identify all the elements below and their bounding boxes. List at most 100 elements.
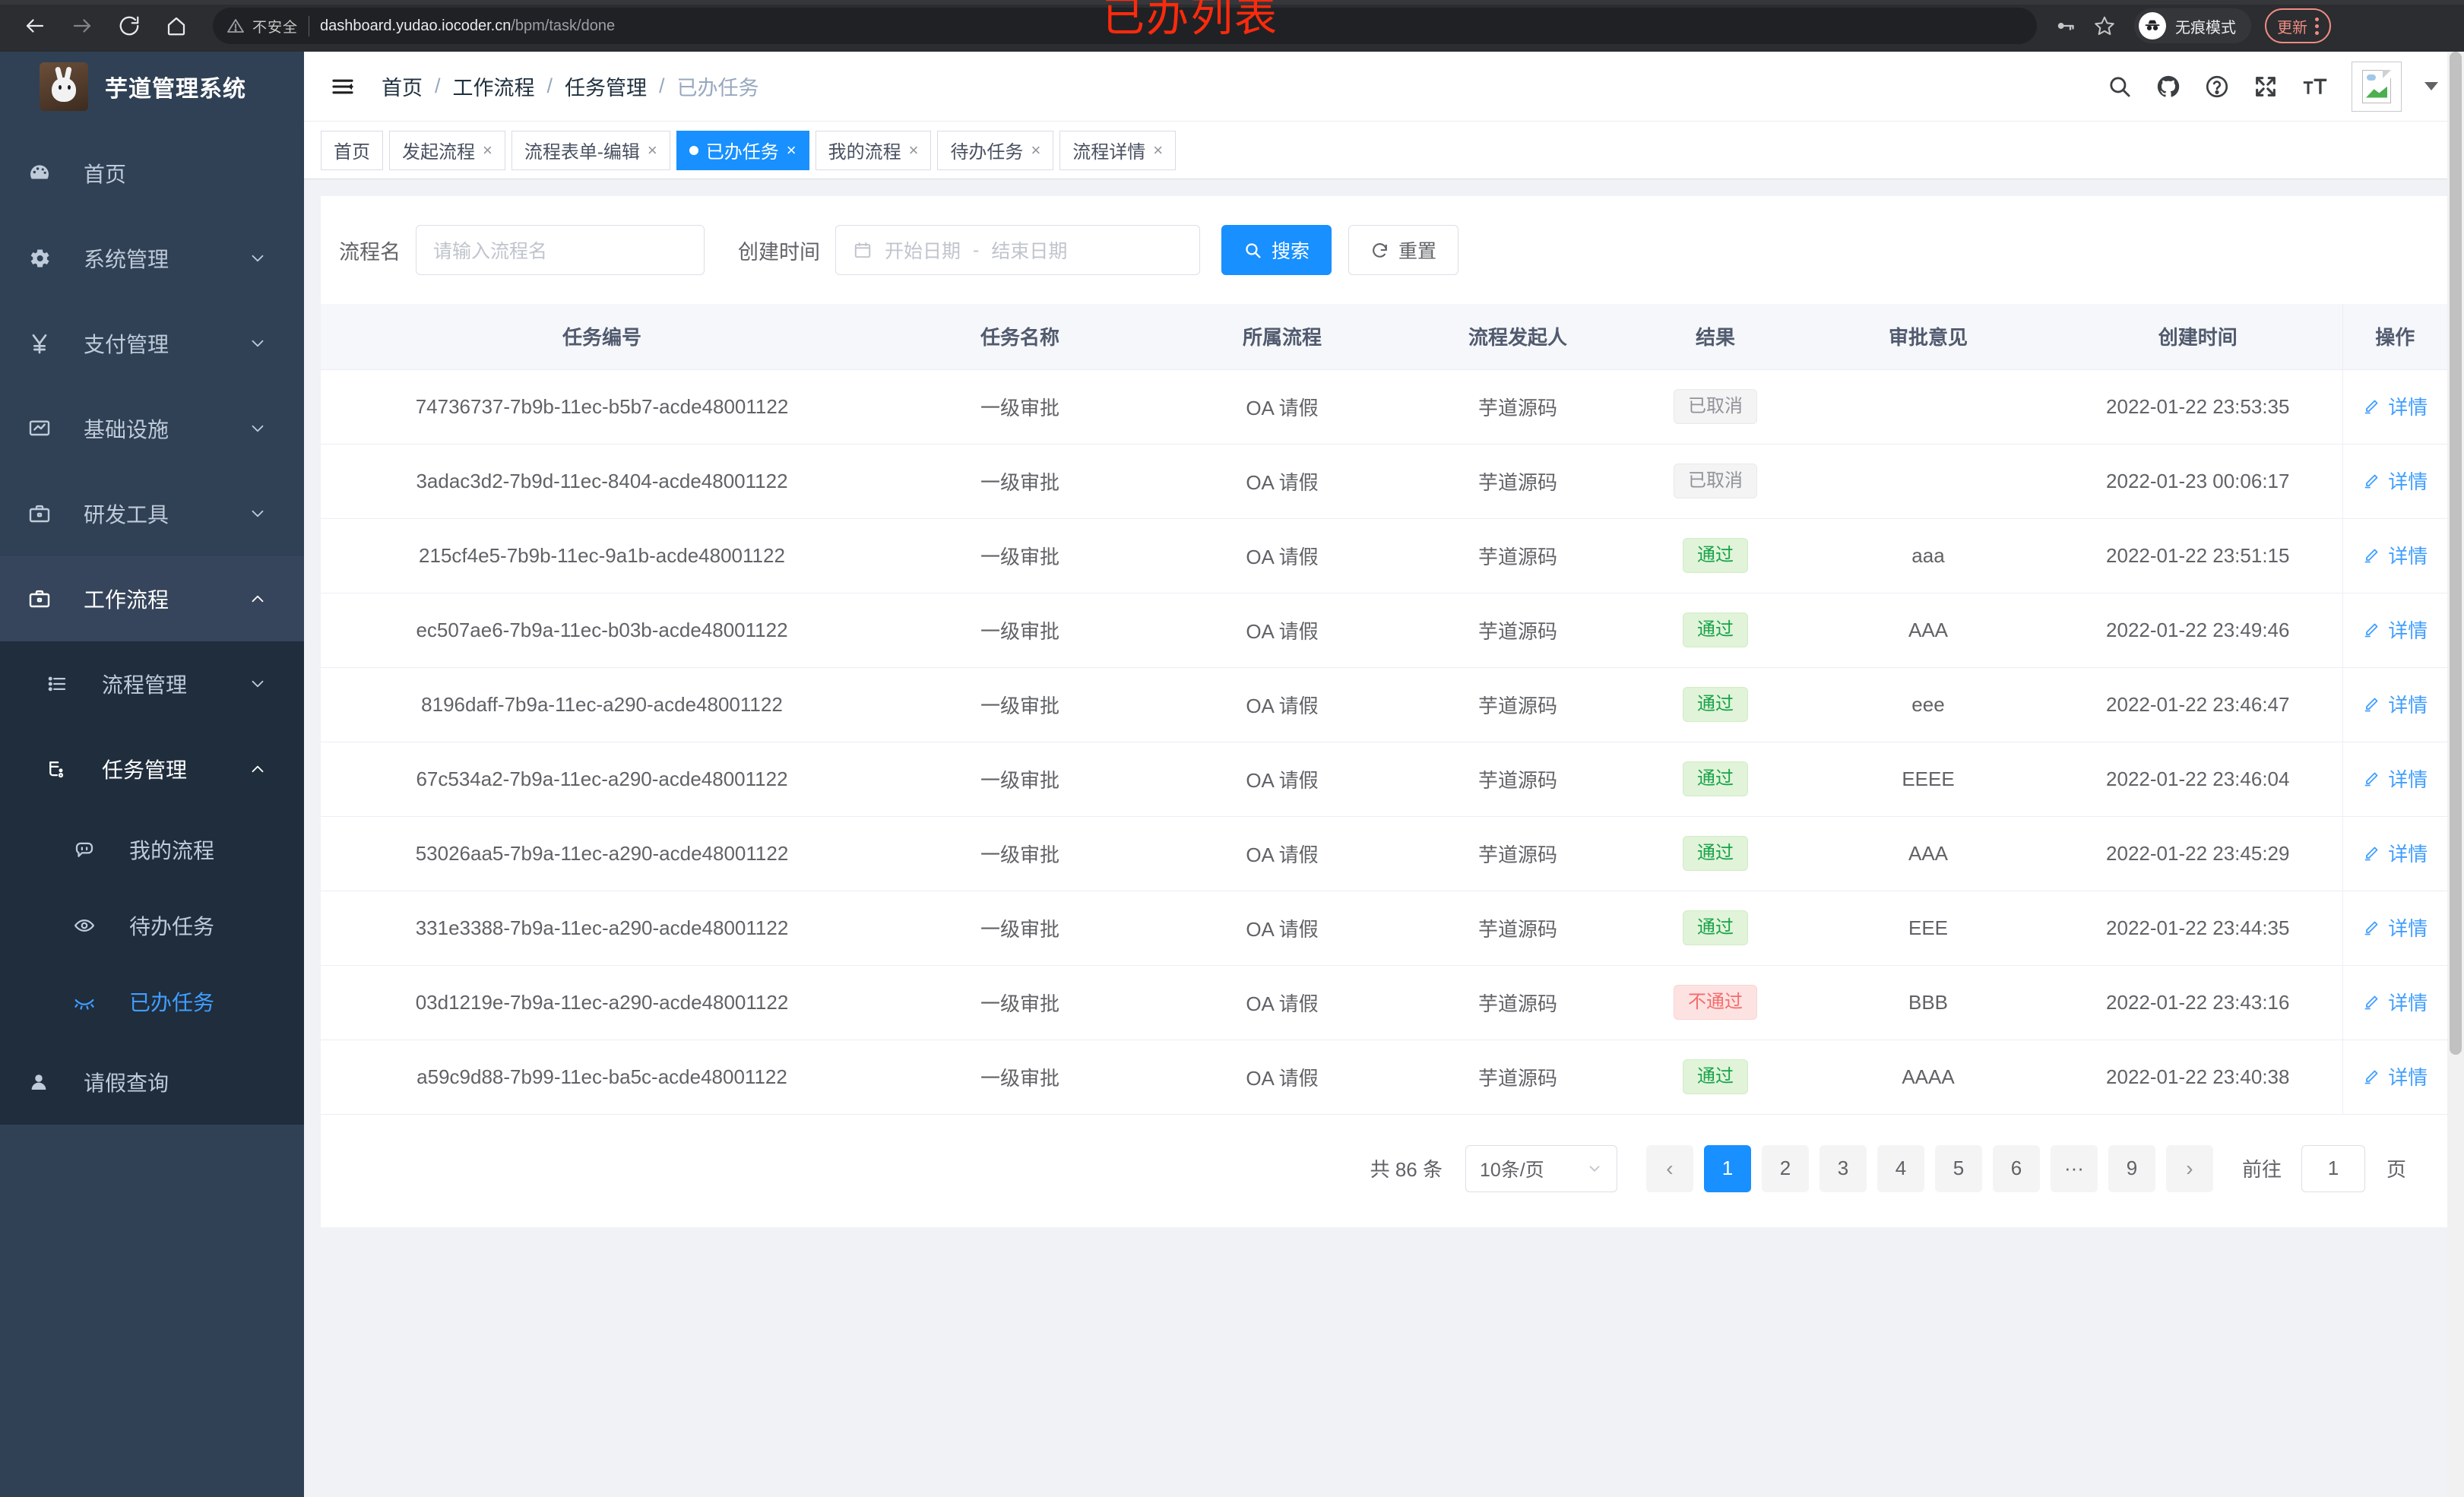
pagination-page-3[interactable]: 3	[1819, 1144, 1867, 1192]
pagination-page-5[interactable]: 5	[1934, 1144, 1982, 1192]
github-icon[interactable]	[2155, 74, 2181, 100]
sidebar-item-devtools[interactable]: 研发工具	[0, 471, 304, 556]
submenu-task-manage: 我的流程 待办任务 已办任务	[0, 812, 304, 1040]
address-bar[interactable]: 不安全 dashboard.yudao.iocoder.cn/bpm/task/…	[213, 8, 2037, 44]
update-button[interactable]: 更新	[2265, 8, 2331, 43]
tab-start-process[interactable]: 发起流程 ×	[389, 130, 505, 170]
tab-process-detail[interactable]: 流程详情 ×	[1059, 130, 1177, 170]
tab-home[interactable]: 首页	[321, 130, 383, 170]
start-date-placeholder: 开始日期	[885, 241, 961, 262]
search-button[interactable]: 搜索	[1221, 225, 1332, 275]
broken-image-icon	[2362, 69, 2391, 103]
help-circle-icon[interactable]	[2204, 74, 2230, 100]
sidebar-item-payment[interactable]: 支付管理	[0, 301, 304, 386]
breadcrumb-item[interactable]: 工作流程	[452, 77, 535, 100]
breadcrumb-separator: /	[659, 74, 665, 97]
sidebar-item-system[interactable]: 系统管理	[0, 216, 304, 301]
reset-button[interactable]: 重置	[1348, 225, 1459, 275]
pagination-page-4[interactable]: 4	[1877, 1144, 1924, 1192]
tab-done-task[interactable]: 已办任务 ×	[676, 130, 809, 170]
breadcrumb-separator: /	[546, 74, 553, 97]
chevron-down-icon[interactable]	[2424, 82, 2438, 90]
key-icon[interactable]	[2048, 8, 2082, 43]
brand[interactable]: 芋道管理系统	[0, 52, 304, 122]
tab-process-form-edit[interactable]: 流程表单-编辑 ×	[511, 130, 670, 170]
tab-todo-task[interactable]: 待办任务 ×	[937, 130, 1054, 170]
pagination-page-6[interactable]: 6	[1992, 1144, 2040, 1192]
reload-icon[interactable]	[111, 8, 147, 44]
cell-task-id: 215cf4e5-7b9b-11ec-9a1b-acde48001122	[321, 518, 883, 593]
sidebar-item-done-task[interactable]: 已办任务	[0, 964, 304, 1040]
close-icon[interactable]: ×	[1153, 140, 1164, 160]
detail-button[interactable]: 详情	[2362, 690, 2428, 718]
sidebar-item-task-manage[interactable]: 任务管理	[0, 726, 304, 812]
cell-created: 2022-01-22 23:46:47	[2054, 667, 2342, 742]
table-row: 8196daff-7b9a-11ec-a290-acde48001122 一级审批…	[321, 667, 2447, 742]
breadcrumb-item[interactable]: 首页	[382, 77, 423, 100]
sidebar: 芋道管理系统 首页 系统管理	[0, 52, 304, 1497]
pagination-page-9[interactable]: 9	[2108, 1144, 2155, 1192]
font-size-icon[interactable]	[2301, 74, 2329, 100]
detail-button[interactable]: 详情	[2362, 392, 2428, 420]
cell-task-name: 一级审批	[883, 369, 1157, 445]
pagination-prev-button[interactable]: ‹	[1645, 1144, 1693, 1192]
close-icon[interactable]: ×	[908, 140, 919, 160]
pagination-page-2[interactable]: 2	[1761, 1144, 1809, 1192]
submenu-workflow: 流程管理 任务管理	[0, 641, 304, 1125]
close-icon[interactable]: ×	[786, 140, 797, 160]
tab-my-process[interactable]: 我的流程 ×	[815, 130, 932, 170]
pagination-page-1[interactable]: 1	[1703, 1144, 1751, 1192]
detail-button[interactable]: 详情	[2362, 616, 2428, 644]
scrollbar-thumb[interactable]	[2450, 52, 2462, 1055]
sidebar-item-home[interactable]: 首页	[0, 131, 304, 216]
fullscreen-icon[interactable]	[2253, 74, 2279, 100]
app-header: 首页 / 工作流程 / 任务管理 / 已办任务	[304, 52, 2464, 122]
sidebar-item-my-process[interactable]: 我的流程	[0, 812, 304, 888]
detail-button[interactable]: 详情	[2362, 913, 2428, 942]
pagination-goto-input[interactable]: 1	[2301, 1144, 2365, 1192]
incognito-indicator[interactable]: 无痕模式	[2134, 8, 2251, 43]
page-size-select[interactable]: 10条/页	[1465, 1144, 1617, 1192]
sidebar-item-todo-task[interactable]: 待办任务	[0, 888, 304, 964]
close-icon[interactable]: ×	[483, 140, 492, 160]
sidebar-item-infrastructure[interactable]: 基础设施	[0, 386, 304, 471]
sidebar-item-process-manage[interactable]: 流程管理	[0, 641, 304, 726]
avatar[interactable]	[2352, 61, 2402, 112]
status-badge: 通过	[1683, 538, 1748, 573]
cell-created: 2022-01-22 23:43:16	[2054, 965, 2342, 1040]
breadcrumb-item[interactable]: 任务管理	[565, 77, 648, 100]
detail-button[interactable]: 详情	[2362, 764, 2428, 793]
sidebar-item-leave-query[interactable]: 请假查询	[0, 1040, 304, 1125]
detail-button[interactable]: 详情	[2362, 1062, 2428, 1090]
cell-comment: BBB	[1803, 965, 2054, 1040]
detail-button[interactable]: 详情	[2362, 839, 2428, 867]
detail-button[interactable]: 详情	[2362, 988, 2428, 1016]
close-icon[interactable]: ×	[1031, 140, 1041, 160]
flow-name-input[interactable]: 请输入流程名	[416, 225, 705, 275]
detail-button[interactable]: 详情	[2362, 467, 2428, 495]
sidebar-item-label: 首页	[84, 163, 127, 186]
pencil-icon	[2362, 472, 2380, 490]
cell-initiator: 芋道源码	[1408, 816, 1628, 891]
kebab-menu-icon[interactable]	[2315, 17, 2319, 35]
pagination-next-button[interactable]: ›	[2165, 1144, 2213, 1192]
hamburger-icon[interactable]	[330, 74, 356, 100]
search-button-label: 搜索	[1272, 241, 1310, 262]
sidebar-item-workflow[interactable]: 工作流程	[0, 556, 304, 641]
detail-label: 详情	[2388, 545, 2428, 568]
star-icon[interactable]	[2087, 8, 2122, 43]
close-icon[interactable]: ×	[647, 140, 657, 160]
column-header-task-name: 任务名称	[883, 304, 1157, 370]
detail-button[interactable]: 详情	[2362, 541, 2428, 569]
search-icon[interactable]	[2107, 74, 2133, 100]
back-arrow-icon[interactable]	[17, 8, 53, 44]
forward-arrow-icon[interactable]	[64, 8, 100, 44]
calendar-icon	[853, 240, 873, 260]
date-range-picker[interactable]: 开始日期 - 结束日期	[835, 225, 1200, 275]
sidebar-item-label: 基础设施	[84, 418, 169, 442]
pagination-ellipsis[interactable]: ···	[2050, 1144, 2098, 1192]
home-icon[interactable]	[158, 8, 195, 44]
monitor-icon	[27, 416, 70, 441]
cell-task-name: 一级审批	[883, 518, 1157, 593]
page-scrollbar[interactable]	[2447, 52, 2464, 1497]
